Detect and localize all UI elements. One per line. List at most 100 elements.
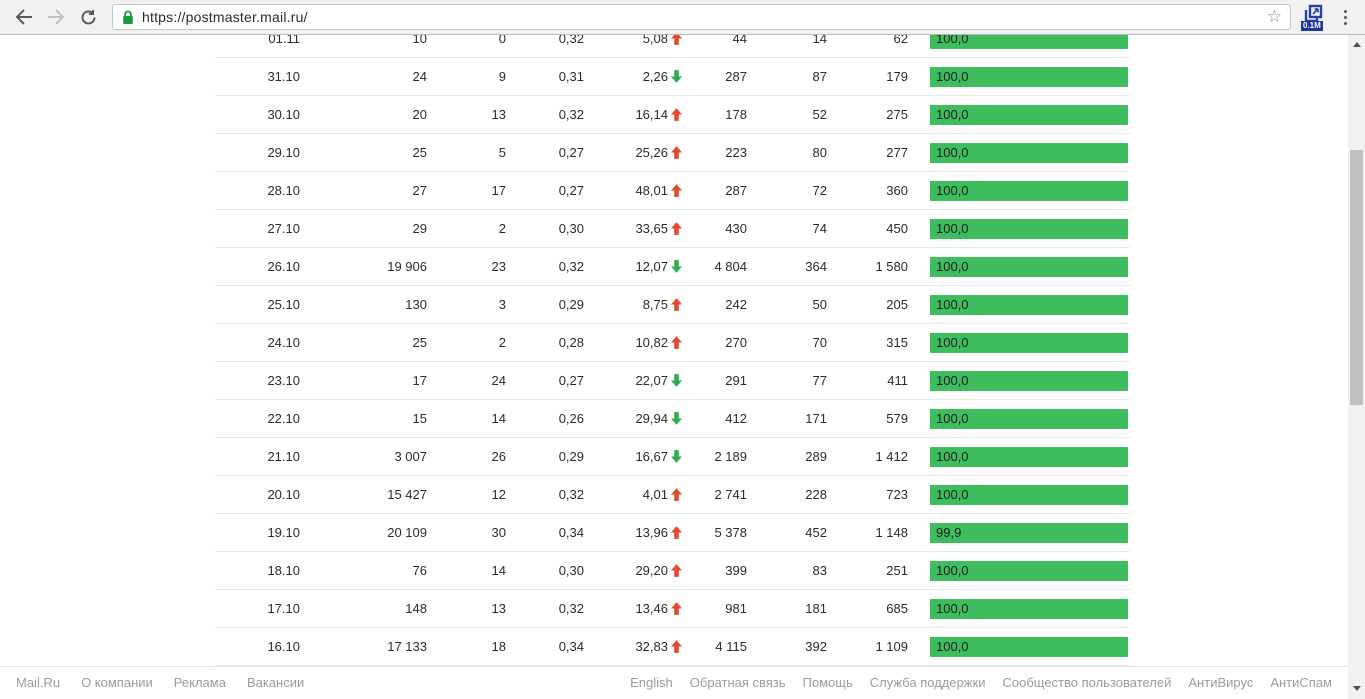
- table-row[interactable]: 23.10 17 24 0,27 22,07 291 77 411 100,0: [215, 362, 1130, 400]
- date-cell: 16.10: [267, 639, 300, 654]
- value-cell: 205: [886, 297, 908, 312]
- date-cell: 30.10: [267, 107, 300, 122]
- value-cell: 30: [491, 525, 506, 540]
- footer-link[interactable]: Обратная связь: [689, 675, 786, 690]
- footer-link[interactable]: АнтиВирус: [1188, 675, 1254, 690]
- score-bar: 100,0: [930, 66, 1128, 87]
- value-cell: 364: [805, 259, 827, 274]
- trend-arrow-icon: [668, 35, 686, 45]
- trend-value: 16,14: [635, 107, 668, 122]
- table-row[interactable]: 20.10 15 427 12 0,32 4,01 2 741 228 723 …: [215, 476, 1130, 514]
- score-bar: 100,0: [930, 104, 1128, 125]
- scrollbar-thumb[interactable]: [1350, 150, 1363, 405]
- value-cell: 20: [412, 107, 427, 122]
- trend-arrow-icon: [668, 412, 686, 425]
- footer-link[interactable]: О компании: [81, 675, 153, 690]
- address-bar[interactable]: https://postmaster.mail.ru/ ☆: [112, 4, 1291, 30]
- page-viewport: 01.11 10 0 0,32 5,08 44 14 62 100,0 31.1…: [0, 35, 1365, 698]
- value-cell: 2: [498, 335, 506, 350]
- value-cell: 87: [812, 69, 827, 84]
- browser-menu-button[interactable]: [1333, 3, 1357, 31]
- scroll-down-arrow[interactable]: [1348, 681, 1365, 696]
- value-cell: 130: [405, 297, 427, 312]
- date-cell: 25.10: [267, 297, 300, 312]
- trend-arrow-icon: [668, 70, 686, 83]
- footer-link[interactable]: Mail.Ru: [16, 675, 61, 690]
- extension-button[interactable]: 0.1M: [1301, 2, 1327, 32]
- forward-button[interactable]: [42, 3, 70, 31]
- score-bar-cell: 100,0: [930, 104, 1128, 125]
- trend-arrow-icon: [668, 488, 686, 501]
- back-button[interactable]: [10, 3, 38, 31]
- table-row[interactable]: 16.10 17 133 18 0,34 32,83 4 115 392 1 1…: [215, 628, 1130, 666]
- value-cell: 3 007: [394, 449, 427, 464]
- trend-value: 25,26: [635, 145, 668, 160]
- trend-value: 13,46: [635, 601, 668, 616]
- value-cell: 0,32: [558, 107, 584, 122]
- score-bar: 99,9: [930, 522, 1128, 543]
- value-cell: 287: [725, 183, 747, 198]
- table-row[interactable]: 21.10 3 007 26 0,29 16,67 2 189 289 1 41…: [215, 438, 1130, 476]
- date-cell: 28.10: [267, 183, 300, 198]
- value-cell: 452: [805, 525, 827, 540]
- trend-value: 16,67: [635, 449, 668, 464]
- value-cell: 13: [491, 107, 506, 122]
- value-cell: 25: [412, 145, 427, 160]
- table-row[interactable]: 28.10 27 17 0,27 48,01 287 72 360 100,0: [215, 172, 1130, 210]
- trend-arrow-icon: [668, 602, 686, 615]
- footer-link[interactable]: Сообщество пользователей: [1002, 675, 1172, 690]
- value-cell: 0,29: [558, 449, 584, 464]
- value-cell: 148: [405, 601, 427, 616]
- secure-lock-icon[interactable]: [122, 10, 134, 25]
- table-row[interactable]: 25.10 130 3 0,29 8,75 242 50 205 100,0: [215, 286, 1130, 324]
- bookmark-star-icon[interactable]: ☆: [1266, 7, 1282, 26]
- score-bar-cell: 100,0: [930, 370, 1128, 391]
- value-cell: 275: [886, 107, 908, 122]
- footer-link[interactable]: Служба поддержки: [869, 675, 986, 690]
- value-cell: 981: [725, 601, 747, 616]
- value-cell: 412: [725, 411, 747, 426]
- page-content: 01.11 10 0 0,32 5,08 44 14 62 100,0 31.1…: [0, 35, 1365, 667]
- value-cell: 25: [412, 335, 427, 350]
- footer-link[interactable]: АнтиСпам: [1270, 675, 1332, 690]
- value-cell: 20 109: [387, 525, 427, 540]
- trend-arrow-icon: [668, 640, 686, 653]
- footer-link[interactable]: Помощь: [802, 675, 853, 690]
- value-cell: 5: [498, 145, 506, 160]
- value-cell: 74: [812, 221, 827, 236]
- vertical-scrollbar[interactable]: [1348, 35, 1365, 699]
- table-row[interactable]: 22.10 15 14 0,26 29,94 412 171 579 100,0: [215, 400, 1130, 438]
- reload-button[interactable]: [74, 3, 102, 31]
- value-cell: 181: [805, 601, 827, 616]
- table-row[interactable]: 19.10 20 109 30 0,34 13,96 5 378 452 1 1…: [215, 514, 1130, 552]
- table-row[interactable]: 30.10 20 13 0,32 16,14 178 52 275 100,0: [215, 96, 1130, 134]
- table-row[interactable]: 24.10 25 2 0,28 10,82 270 70 315 100,0: [215, 324, 1130, 362]
- value-cell: 17 133: [387, 639, 427, 654]
- value-cell: 29: [412, 221, 427, 236]
- scroll-up-arrow[interactable]: [1348, 37, 1365, 52]
- trend-value: 4,01: [642, 487, 668, 502]
- table-row[interactable]: 31.10 24 9 0,31 2,26 287 87 179 100,0: [215, 58, 1130, 96]
- value-cell: 2: [498, 221, 506, 236]
- table-row[interactable]: 27.10 29 2 0,30 33,65 430 74 450 100,0: [215, 210, 1130, 248]
- table-row[interactable]: 26.10 19 906 23 0,32 12,07 4 804 364 1 5…: [215, 248, 1130, 286]
- value-cell: 26: [491, 449, 506, 464]
- value-cell: 14: [812, 35, 827, 46]
- table-row[interactable]: 17.10 148 13 0,32 13,46 981 181 685 100,…: [215, 590, 1130, 628]
- table-row[interactable]: 01.11 10 0 0,32 5,08 44 14 62 100,0: [215, 35, 1130, 58]
- value-cell: 685: [886, 601, 908, 616]
- footer-link[interactable]: English: [630, 675, 673, 690]
- value-cell: 392: [805, 639, 827, 654]
- footer-link[interactable]: Реклама: [173, 675, 226, 690]
- url-text[interactable]: https://postmaster.mail.ru/: [142, 9, 308, 25]
- value-cell: 15: [412, 411, 427, 426]
- value-cell: 15 427: [387, 487, 427, 502]
- value-cell: 17: [412, 373, 427, 388]
- table-row[interactable]: 18.10 76 14 0,30 29,20 399 83 251 100,0: [215, 552, 1130, 590]
- table-row[interactable]: 29.10 25 5 0,27 25,26 223 80 277 100,0: [215, 134, 1130, 172]
- value-cell: 0,27: [558, 145, 584, 160]
- value-cell: 24: [491, 373, 506, 388]
- value-cell: 4 115: [715, 639, 747, 654]
- value-cell: 0,32: [558, 35, 584, 46]
- footer-link[interactable]: Вакансии: [246, 675, 305, 690]
